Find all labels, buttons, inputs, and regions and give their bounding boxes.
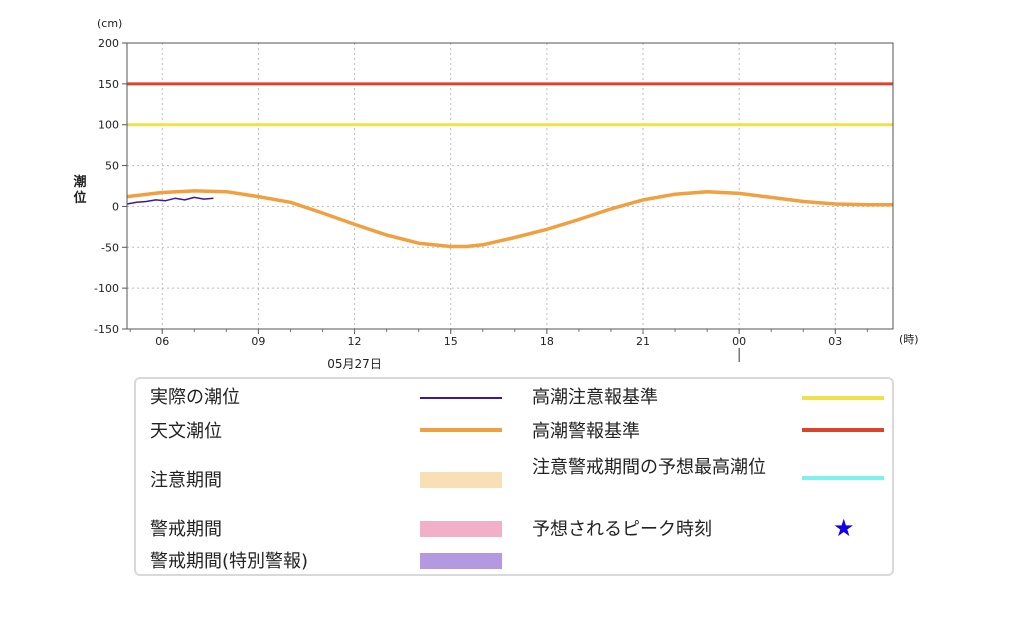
legend-item-caution-period: 注意期間	[150, 468, 222, 494]
legend-item-special-warning-period: 警戒期間(特別警報)	[150, 549, 308, 575]
x-tick-label: 18	[540, 335, 554, 348]
x-tick-label: 09	[251, 335, 265, 348]
x-tick-label: 00	[732, 335, 746, 348]
legend-label-warning-period: 警戒期間	[150, 519, 222, 540]
x-axis-ticks: 06 09 12 15 18 21 00 03	[129, 329, 868, 348]
legend-label-caution-period: 注意期間	[150, 470, 222, 491]
legend-swatch-warning-period	[420, 521, 502, 537]
legend-label-predicted-max: 注意警戒期間の予想最高潮位	[532, 457, 766, 478]
legend-item-astro: 天文潮位	[150, 419, 222, 445]
x-tick-label: 03	[828, 335, 842, 348]
legend-item-predicted-peak: 予想されるピーク時刻	[532, 517, 712, 543]
y-axis-ticks: 200 150 100 50 0 -50 -100 -150	[94, 37, 127, 336]
legend-swatch-caution-period	[420, 472, 502, 488]
y-tick-label: 0	[112, 200, 119, 213]
x-axis-unit: (時)	[899, 333, 919, 346]
x-tick-label: 06	[155, 335, 169, 348]
legend-swatch-special-warning-period	[420, 553, 502, 569]
x-tick-label: 15	[444, 335, 458, 348]
legend-swatch-high-tide-warning	[802, 428, 884, 432]
legend-swatch-astro	[420, 428, 502, 432]
y-tick-label: 200	[98, 37, 119, 50]
legend-label-high-tide-advisory: 高潮注意報基準	[532, 387, 658, 408]
legend-label-astro: 天文潮位	[150, 421, 222, 442]
legend-label-high-tide-warning: 高潮警報基準	[532, 421, 640, 442]
legend-label-actual: 実際の潮位	[150, 387, 240, 408]
threshold-lines	[127, 82, 893, 127]
x-tick-label: 21	[636, 335, 650, 348]
legend-label-predicted-peak: 予想されるピーク時刻	[532, 519, 712, 540]
tide-chart: 200 150 100 50 0 -50 -100 -150 06 09 12 15 18 21 00 03…	[73, 17, 919, 371]
y-tick-label: 150	[98, 78, 119, 91]
y-tick-label: 100	[98, 119, 119, 132]
y-axis-unit: (cm)	[97, 17, 122, 30]
y-tick-label: 50	[105, 160, 119, 173]
legend-item-high-tide-advisory: 高潮注意報基準	[532, 385, 658, 411]
legend-item-warning-period: 警戒期間	[150, 517, 222, 543]
y-axis-label: 潮位	[73, 174, 86, 206]
y-tick-label: -100	[94, 282, 119, 295]
actual-tide-line	[126, 196, 214, 205]
series-lines	[126, 189, 893, 249]
grid	[127, 42, 893, 330]
legend-swatch-high-tide-advisory	[802, 396, 884, 400]
astronomical-tide-line	[126, 189, 893, 249]
x-tick-label: 12	[348, 335, 362, 348]
legend-item-high-tide-warning: 高潮警報基準	[532, 419, 640, 445]
star-icon: ★	[833, 514, 855, 542]
legend: 実際の潮位 天文潮位 注意期間 警戒期間 警戒期間(特別警報) 高潮注意報基準 …	[134, 377, 894, 576]
legend-swatch-predicted-max	[802, 476, 884, 480]
legend-swatch-actual	[420, 397, 502, 399]
date-label: 05月27日	[327, 357, 382, 371]
legend-label-special-warning-period: 警戒期間(特別警報)	[150, 551, 309, 572]
y-tick-label: -150	[94, 323, 119, 336]
legend-item-actual: 実際の潮位	[150, 385, 240, 411]
y-tick-label: -50	[101, 241, 119, 254]
plot-frame	[126, 42, 894, 330]
legend-item-predicted-max: 注意警戒期間の予想最高潮位	[532, 451, 784, 484]
